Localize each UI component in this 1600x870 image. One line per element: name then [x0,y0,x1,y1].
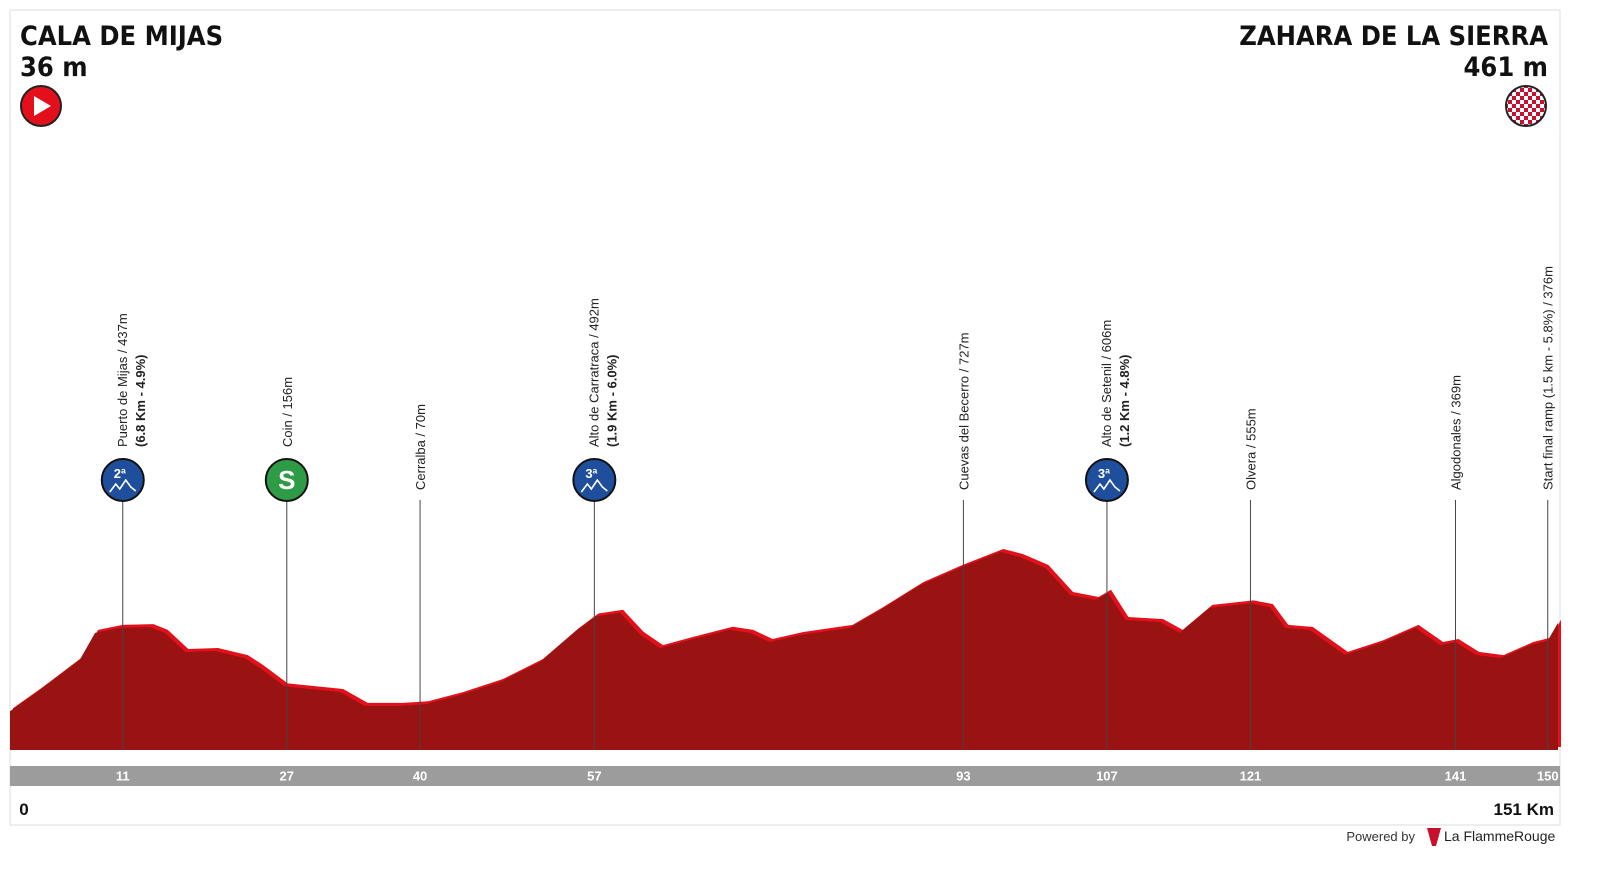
km-label: 141 [1445,768,1467,783]
km-label: 40 [413,768,427,783]
icon-mountain [1093,478,1121,493]
frame [9,9,1561,826]
icon-text: S [278,465,295,495]
waypoint-name: Algodonales / 369m [1448,375,1463,490]
profile-area [10,552,1558,750]
waypoint-name: Olvera / 555m [1243,408,1258,490]
km-label: 150 [1537,768,1559,783]
waypoint-name: Cerralba / 70m [413,404,428,490]
finish-name: ZAHARA DE LA SIERRA [1239,21,1548,52]
icon-circle [100,458,145,502]
icon-text: 3ª [585,466,597,481]
icon-circle [572,458,617,502]
start-icon [20,85,62,127]
start-elevation: 36 m [20,52,88,83]
waypoint-detail: (6.8 Km - 4.9%) [133,355,148,447]
waypoint-detail: (1.9 Km - 6.0%) [604,355,619,447]
km-label: 57 [587,768,601,783]
waypoint-name: Start final ramp (1.5 km - 5.8%) / 376m [1541,266,1556,490]
waypoint-name: Coin / 156m [280,377,295,447]
km-label: 11 [116,768,130,783]
km-bar [10,766,1560,786]
waypoint-icon: 2ª [100,458,145,502]
finish-icon [1505,85,1547,127]
footer: Powered by La FlammeRouge [1346,828,1555,846]
waypoint-detail: (1.2 Km - 4.8%) [1117,355,1132,447]
x-tick-label: 151 Km [1494,800,1554,819]
icon-mountain [109,478,137,493]
waypoint-name: Alto de Carratraca / 492m [586,298,601,447]
km-label: 121 [1240,768,1262,783]
waypoint-name: Cuevas del Becerro / 727m [956,332,971,490]
icon-text: 3ª [1098,466,1110,481]
km-label: 107 [1096,768,1118,783]
waypoint-name: Puerto de Mijas / 437m [115,313,130,447]
waypoint-name: Alto de Setenil / 606m [1099,320,1114,447]
icon-mountain [580,478,608,493]
icon-circle [1084,458,1129,502]
waypoint-icon: S [264,458,309,502]
brand: La FlammeRouge [1444,828,1555,844]
brand-logo [1427,828,1441,846]
waypoint-icon: 3ª [1084,458,1129,502]
km-label: 27 [280,768,294,783]
km-label: 93 [956,768,970,783]
icon-text: 2ª [114,466,126,481]
start-name: CALA DE MIJAS [20,21,223,52]
waypoint-icon: 3ª [572,458,617,502]
finish-elevation: 461 m [1464,52,1548,83]
icon-circle [264,458,309,502]
x-tick-label: 0 [19,800,28,819]
powered-by: Powered by [1346,829,1415,844]
